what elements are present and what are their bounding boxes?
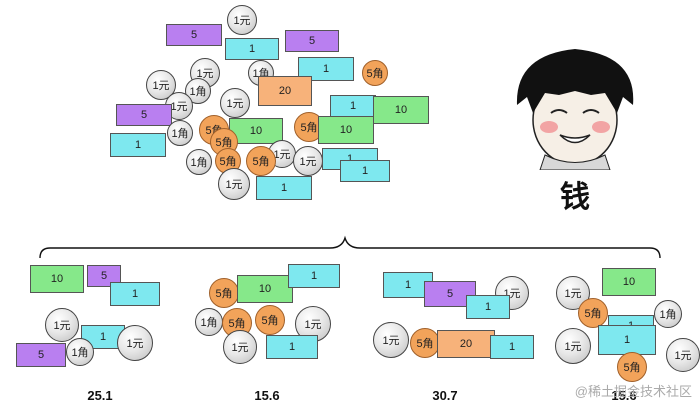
g1-bill-1: 1 bbox=[110, 282, 160, 306]
pile-coin-5j: 5角 bbox=[246, 146, 276, 176]
g2-coin-1y: 1元 bbox=[223, 330, 257, 364]
g2-coin-1j: 1角 bbox=[195, 308, 223, 336]
g2-bill-1: 1 bbox=[288, 264, 340, 288]
g1-coin-1j: 1角 bbox=[66, 338, 94, 366]
pile-bill-10: 10 bbox=[373, 96, 429, 124]
g2-bill-1: 1 bbox=[266, 335, 318, 359]
pile-bill-1: 1 bbox=[225, 38, 279, 60]
g1-coin-1y: 1元 bbox=[117, 325, 153, 361]
meme-face-icon bbox=[516, 49, 634, 170]
g3-bill-5: 5 bbox=[424, 281, 476, 307]
pile-bill-5: 5 bbox=[166, 24, 222, 46]
pile-bill-10: 10 bbox=[229, 118, 283, 144]
g4-bill-1: 1 bbox=[598, 325, 656, 355]
g3-coin-1y: 1元 bbox=[495, 276, 529, 310]
g1-coin-1y: 1元 bbox=[45, 308, 79, 342]
pile-bill-1: 1 bbox=[110, 133, 166, 157]
g3-coin-5j: 5角 bbox=[410, 328, 440, 358]
pile-bill-1: 1 bbox=[330, 95, 376, 117]
pile-coin-5j: 5角 bbox=[362, 60, 388, 86]
group-4-sum: 15.6 bbox=[611, 388, 637, 403]
g4-coin-5j: 5角 bbox=[578, 298, 608, 328]
g3-bill-20: 20 bbox=[437, 330, 495, 358]
g4-coin-1y: 1元 bbox=[555, 328, 591, 364]
watermark: @稀土掘金技术社区 bbox=[574, 384, 692, 399]
pile-coin-1y: 1元 bbox=[227, 5, 257, 35]
pile-bill-1: 1 bbox=[256, 176, 312, 200]
pile-coin-1y: 1元 bbox=[218, 168, 250, 200]
g3-coin-1y: 1元 bbox=[373, 322, 409, 358]
g1-bill-10: 10 bbox=[30, 265, 84, 293]
g2-coin-5j: 5角 bbox=[255, 305, 285, 335]
g2-coin-5j: 5角 bbox=[209, 278, 239, 308]
pile-coin-1y: 1元 bbox=[146, 70, 176, 100]
group-1-sum: 25.1 bbox=[87, 388, 113, 403]
g4-coin-5j: 5角 bbox=[617, 352, 647, 382]
g4-bill-10: 10 bbox=[602, 268, 656, 296]
pile-bill-5: 5 bbox=[285, 30, 339, 52]
g3-bill-1: 1 bbox=[466, 295, 510, 319]
g2-bill-10: 10 bbox=[237, 275, 293, 303]
money-caption: 钱 bbox=[560, 181, 590, 214]
group-3-sum: 30.7 bbox=[432, 388, 458, 403]
group-2-sum: 15.6 bbox=[254, 388, 280, 403]
g1-bill-5: 5 bbox=[87, 265, 121, 287]
pile-coin-1j: 1角 bbox=[167, 120, 193, 146]
g4-coin-1y: 1元 bbox=[666, 338, 700, 372]
pile-bill-1: 1 bbox=[298, 57, 354, 81]
g4-coin-1j: 1角 bbox=[654, 300, 682, 328]
pile-bill-1: 1 bbox=[340, 160, 390, 182]
pile-coin-1y: 1元 bbox=[293, 146, 323, 176]
g1-bill-5: 5 bbox=[16, 343, 66, 367]
pile-bill-5: 5 bbox=[116, 104, 172, 126]
pile-bill-20: 20 bbox=[258, 76, 312, 106]
pile-coin-1j: 1角 bbox=[186, 149, 212, 175]
pile-coin-1y: 1元 bbox=[220, 88, 250, 118]
pile-bill-10: 10 bbox=[318, 116, 374, 144]
g3-bill-1: 1 bbox=[490, 335, 534, 359]
